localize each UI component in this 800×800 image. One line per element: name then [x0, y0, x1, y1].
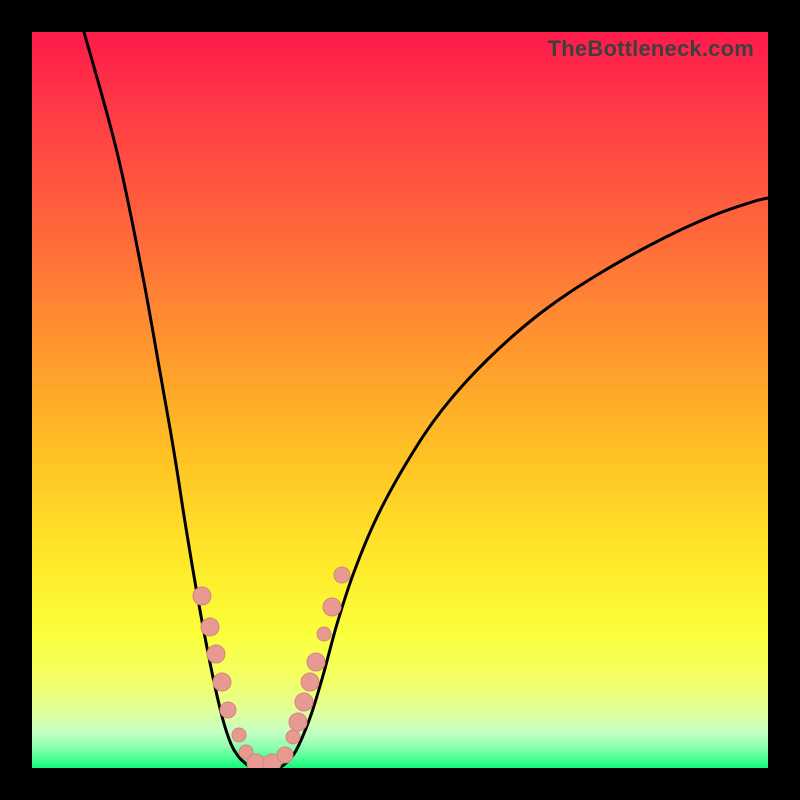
- data-point-marker: [232, 728, 246, 742]
- plot-area: TheBottleneck.com: [32, 32, 768, 768]
- data-point-marker: [201, 618, 219, 636]
- data-point-marker: [247, 754, 265, 768]
- data-point-marker: [334, 567, 350, 583]
- data-point-marker: [207, 645, 225, 663]
- data-point-marker: [220, 702, 236, 718]
- data-point-marker: [193, 587, 211, 605]
- data-point-marker: [286, 730, 300, 744]
- data-point-marker: [295, 693, 313, 711]
- data-point-marker: [289, 713, 307, 731]
- data-point-marker: [301, 673, 319, 691]
- data-point-marker: [317, 627, 331, 641]
- chart-root: TheBottleneck.com: [0, 0, 800, 800]
- bottleneck-curve: [84, 32, 768, 768]
- frame-border-left: [0, 0, 32, 800]
- curve-layer: [32, 32, 768, 768]
- frame-border-bottom: [0, 768, 800, 800]
- frame-border-right: [768, 0, 800, 800]
- data-point-marker: [323, 598, 341, 616]
- frame-border-top: [0, 0, 800, 32]
- data-point-marker: [213, 673, 231, 691]
- data-point-marker: [307, 653, 325, 671]
- data-point-marker: [277, 747, 293, 763]
